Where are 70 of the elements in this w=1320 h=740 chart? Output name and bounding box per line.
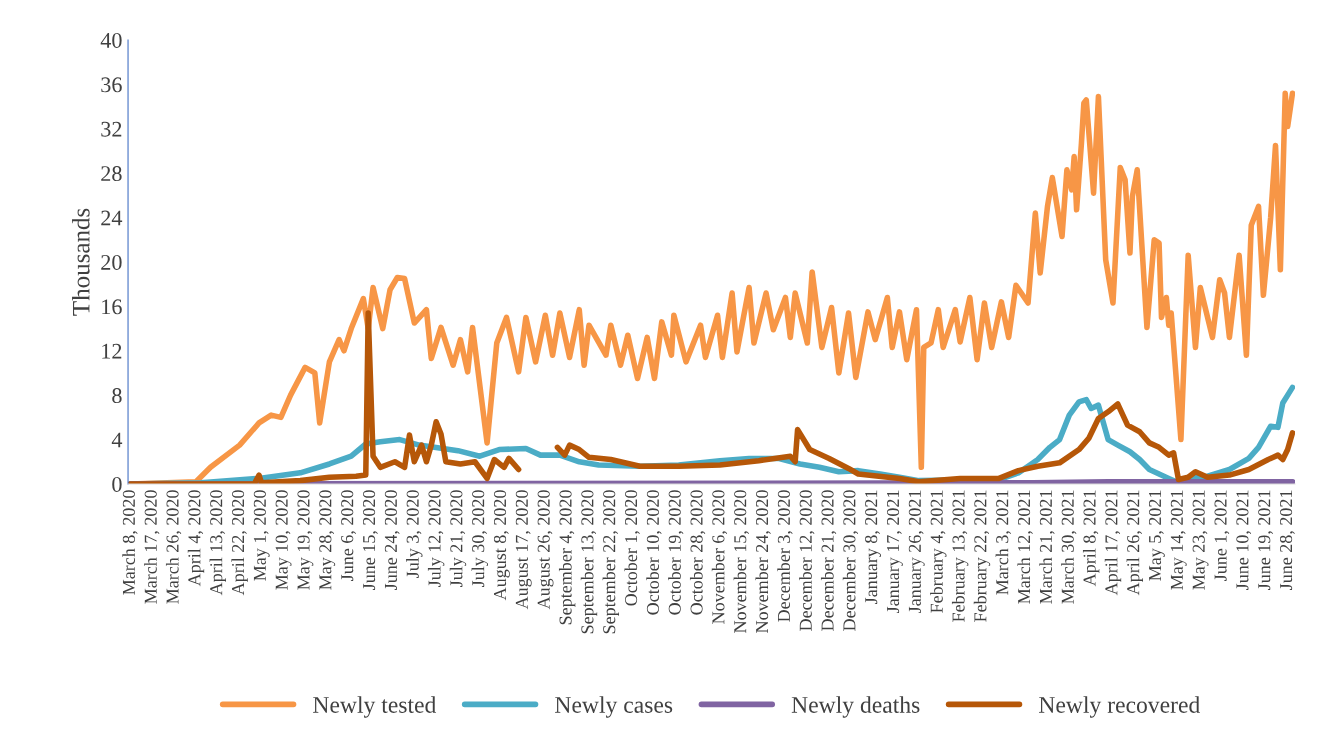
legend-label: Newly recovered: [1039, 696, 1200, 718]
y-tick-label: 4: [111, 432, 123, 448]
x-tick-label: February 13, 2021: [951, 490, 969, 622]
x-tick-label: July 12, 2020: [427, 490, 445, 587]
x-tick-label: September 22, 2020: [602, 490, 619, 634]
x-tick-label: December 12, 2020: [799, 490, 815, 631]
x-tick-label: August 8, 2020: [493, 490, 510, 601]
x-tick-label: March 8, 2020: [122, 490, 138, 595]
x-tick-label: June 6, 2020: [341, 490, 356, 581]
x-tick-label: October 19, 2020: [668, 490, 684, 615]
y-tick-label: 24: [101, 210, 123, 226]
x-tick-label: June 24, 2020: [384, 490, 400, 590]
x-tick-label: May 19, 2020: [297, 490, 314, 590]
x-tick-label: September 4, 2020: [558, 490, 576, 625]
x-tick-label: June 19, 2021: [1258, 490, 1273, 590]
x-tick-label: May 5, 2021: [1148, 490, 1165, 581]
x-tick-label: November 15, 2020: [733, 490, 749, 633]
x-tick-label: March 3, 2021: [995, 490, 1011, 595]
x-tick-label: October 28, 2020: [689, 490, 706, 615]
x-tick-label: April 13, 2020: [209, 490, 226, 596]
legend-label: Newly cases: [555, 696, 673, 718]
x-tick-label: April 17, 2021: [1104, 490, 1122, 596]
y-tick-label: 8: [112, 388, 122, 404]
x-tick-label: May 14, 2021: [1170, 490, 1187, 590]
x-tick-label: April 26, 2021: [1126, 490, 1143, 596]
x-tick-label: April 4, 2020: [187, 490, 205, 587]
x-tick-label: May 28, 2020: [319, 490, 336, 590]
x-tick-label: February 22, 2021: [973, 490, 991, 622]
x-tick-label: May 10, 2020: [275, 490, 292, 590]
x-tick-label: October 1, 2020: [624, 490, 640, 606]
x-tick-label: January 26, 2021: [908, 490, 925, 613]
x-tick-label: November 6, 2020: [711, 490, 728, 624]
x-tick-label: January 17, 2021: [886, 490, 903, 613]
x-tick-label: June 1, 2021: [1214, 490, 1230, 581]
y-axis-title: Thousands: [72, 208, 90, 316]
x-tick-label: June 15, 2020: [362, 490, 378, 590]
x-tick-label: December 3, 2020: [777, 490, 793, 622]
x-tick-label: March 12, 2021: [1017, 490, 1033, 604]
x-tick-label: May 23, 2021: [1192, 490, 1209, 590]
x-tick-label: March 30, 2021: [1061, 490, 1077, 604]
y-tick-label: 36: [101, 77, 122, 93]
x-tick-label: June 28, 2021: [1279, 490, 1295, 590]
y-tick-label: 0: [112, 476, 122, 492]
x-tick-label: July 30, 2020: [471, 490, 489, 587]
x-tick-label: July 21, 2020: [449, 490, 467, 587]
legend-label: Newly tested: [313, 696, 437, 718]
x-tick-label: September 13, 2020: [580, 490, 598, 634]
y-tick-label: 16: [102, 299, 122, 315]
x-tick-label: March 26, 2020: [165, 490, 182, 604]
x-tick-label: April 8, 2021: [1082, 490, 1100, 587]
x-tick-label: May 1, 2020: [253, 490, 270, 581]
x-tick-label: July 3, 2020: [406, 490, 423, 578]
x-tick-label: March 21, 2021: [1039, 490, 1055, 604]
y-tick-label: 32: [101, 121, 122, 137]
x-tick-label: February 4, 2021: [930, 490, 947, 613]
y-tick-label: 12: [102, 343, 122, 359]
x-tick-label: August 17, 2020: [515, 490, 532, 610]
y-tick-label: 28: [101, 166, 122, 182]
legend-label: Newly deaths: [791, 696, 920, 718]
x-tick-label: January 8, 2021: [865, 490, 881, 604]
x-tick-label: March 17, 2020: [144, 490, 160, 604]
y-tick-label: 40: [100, 32, 122, 48]
x-tick-label: August 26, 2020: [537, 490, 554, 610]
x-tick-label: December 30, 2020: [842, 490, 859, 631]
x-tick-label: December 21, 2020: [820, 490, 837, 631]
x-tick-label: April 22, 2020: [231, 490, 248, 596]
x-tick-label: June 10, 2021: [1236, 490, 1252, 590]
x-tick-label: November 24, 2020: [755, 490, 771, 633]
x-tick-label: October 10, 2020: [646, 490, 662, 615]
y-tick-label: 20: [101, 254, 122, 270]
